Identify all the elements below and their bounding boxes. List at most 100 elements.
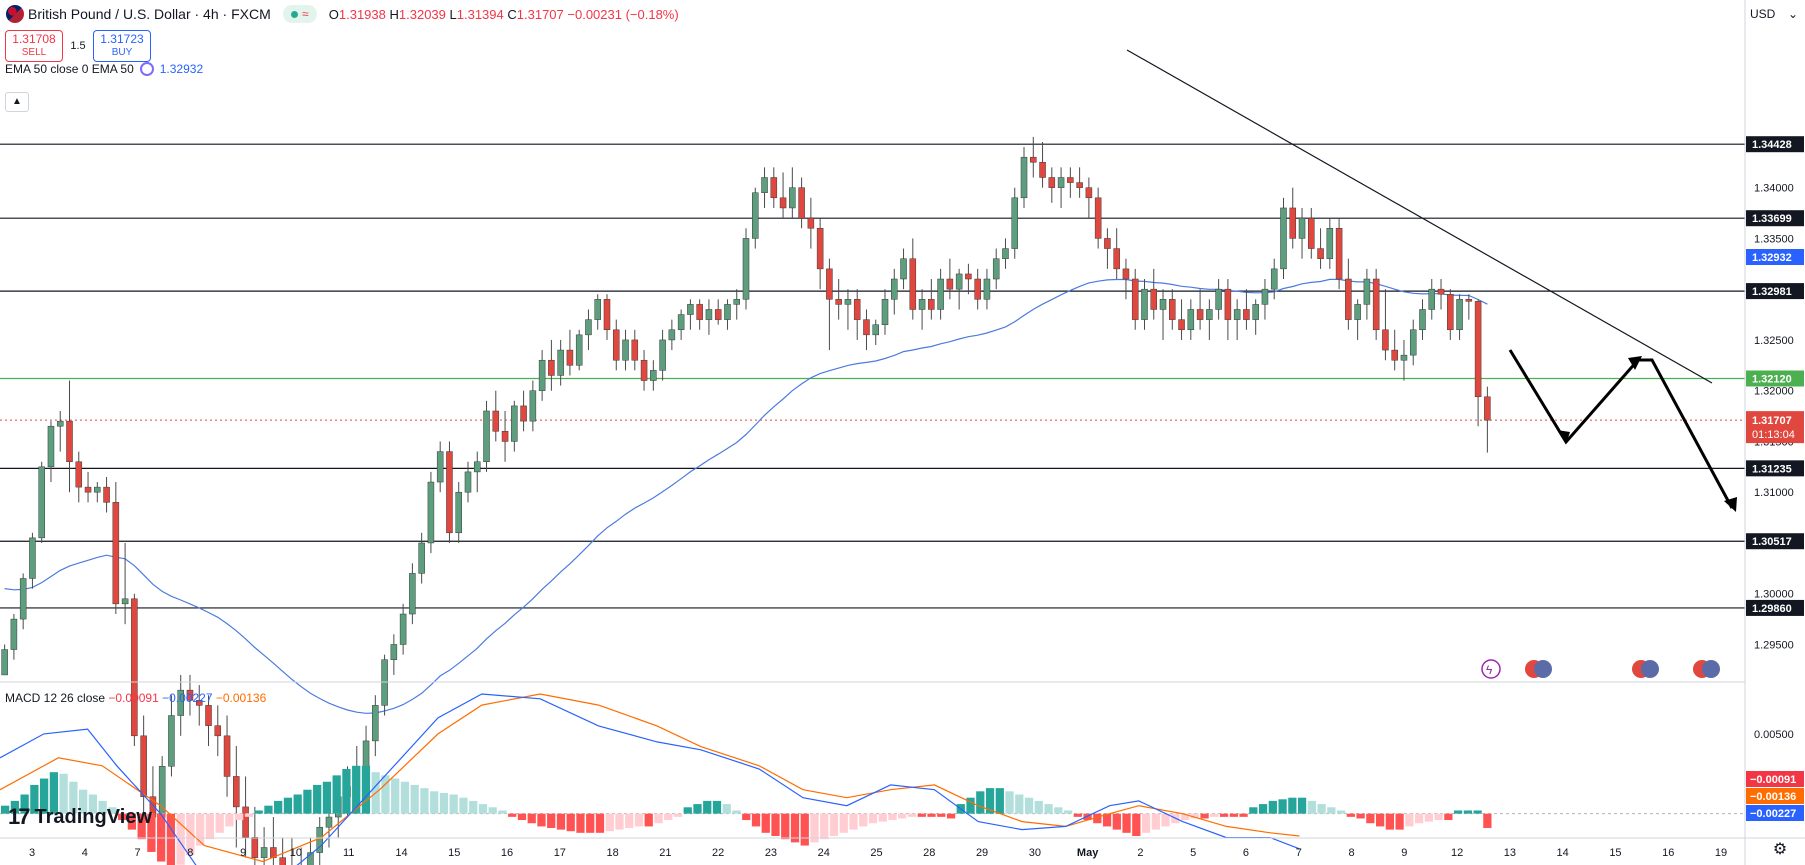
candle-body-136 <box>1261 288 1269 305</box>
candle-body-62 <box>575 334 583 366</box>
macd-hist-bar-89 <box>868 813 878 824</box>
macd-hist-bar-129 <box>1258 804 1268 814</box>
macd-hist-bar-21 <box>205 813 215 840</box>
macd-hist-bar-130 <box>1268 800 1277 814</box>
lightning-event-icon[interactable] <box>1481 659 1501 679</box>
macd-hist-bar-51 <box>498 810 507 814</box>
candle-body-5 <box>47 425 55 468</box>
macd-hist-bar-97 <box>946 813 956 819</box>
currency-selector[interactable]: USD ⌄ <box>1744 2 1802 26</box>
macd-hist-bar-35 <box>342 768 351 814</box>
symbol-title[interactable]: British Pound / U.S. Dollar · 4h · FXCM <box>28 6 271 22</box>
collapse-legend-button[interactable]: ▲ <box>5 92 29 112</box>
time-axis[interactable]: 3 4 7 8 9 10 11 14 15 16 17 18 21 22 23 24 25 28 29 30 May 2 5… <box>29 847 1727 859</box>
macd-hist-bar-8 <box>79 789 88 814</box>
ohlc-change: −0.00231 (−0.18%) <box>567 6 679 22</box>
price-tick-7: 1.29500 <box>1754 639 1794 651</box>
time-tick-12: 21 <box>659 847 671 859</box>
macd-hist-bar-88 <box>859 813 868 827</box>
time-tick-28: 13 <box>1504 847 1516 859</box>
buy-button[interactable]: 1.31723 BUY <box>93 30 151 62</box>
refresh-icon[interactable] <box>139 62 154 76</box>
time-tick-0: 3 <box>29 847 35 859</box>
macd-hist-bar-111 <box>1083 813 1092 821</box>
macd-legend[interactable]: MACD 12 26 close −0.00091 −0.00227 −0.00… <box>5 691 266 705</box>
candle-body-60 <box>557 349 564 376</box>
ema-legend-value: 1.32932 <box>159 62 204 76</box>
market-status-toggle[interactable]: ≈ <box>282 5 317 23</box>
candle-body-41 <box>381 659 388 706</box>
macd-hist-bar-144 <box>1405 813 1414 827</box>
macd-hist-bar-5 <box>49 772 59 814</box>
candle-body-10 <box>94 486 101 493</box>
spread-value: 1.5 <box>70 40 86 52</box>
macd-badge-label-2: −0.00227 <box>1750 808 1796 820</box>
macd-hist-bar-15 <box>147 813 156 852</box>
macd-hist-bar-57 <box>556 813 566 830</box>
macd-hist-bar-148 <box>1444 813 1453 821</box>
level-badge-1 <box>1746 210 1804 227</box>
macd-hist-bar-47 <box>459 797 468 814</box>
us-flag-event-icon[interactable] <box>1534 660 1552 678</box>
candle-body-137 <box>1270 268 1278 290</box>
macd-hist-bar-124 <box>1210 813 1219 817</box>
candle-body-59 <box>548 359 555 376</box>
candle-body-25 <box>233 776 240 808</box>
event-icons: ϟ <box>1481 659 1720 679</box>
macd-hist-bar-146 <box>1424 813 1433 822</box>
macd-hist-bar-110 <box>1073 813 1082 817</box>
macd-hist-bar-84 <box>820 813 829 840</box>
buy-price: 1.31723 <box>100 32 144 46</box>
macd-legend-signal: −0.00136 <box>215 691 267 705</box>
macd-hist-bar-66 <box>644 813 653 827</box>
candle-body-116 <box>1076 182 1083 188</box>
candle-body-57 <box>529 390 537 422</box>
macd-badge-1 <box>1746 788 1804 804</box>
settings-gear-icon[interactable]: ⚙ <box>1772 841 1788 858</box>
time-tick-4: 9 <box>240 847 246 859</box>
candle-body-119 <box>1104 238 1111 249</box>
candle-body-90 <box>835 299 842 305</box>
macd-hist-bar-90 <box>878 813 887 822</box>
descending-trendline[interactable] <box>1126 49 1713 384</box>
candle-body-35 <box>325 816 333 828</box>
ema-legend-label: EMA 50 close 0 EMA 50 <box>5 62 134 76</box>
candle-body-89 <box>826 268 833 300</box>
candle-body-112 <box>1039 162 1046 178</box>
tradingview-logo[interactable]: 17 TradingView <box>8 804 152 830</box>
macd-hist-bar-131 <box>1278 799 1287 814</box>
candle-body-85 <box>789 187 796 209</box>
us-flag-event-icon-2[interactable] <box>1641 660 1659 678</box>
candle-body-23 <box>214 725 222 737</box>
candle-body-50 <box>464 471 472 493</box>
macd-badge-2 <box>1746 805 1804 821</box>
market-open-dot-icon <box>290 10 298 18</box>
macd-hist-bar-1 <box>10 800 20 814</box>
candle-body-107 <box>992 258 1000 280</box>
candle-body-21 <box>195 700 203 706</box>
ema-legend[interactable]: EMA 50 close 0 EMA 50 1.32932 <box>5 62 203 76</box>
sell-button[interactable]: 1.31708 SELL <box>5 30 63 62</box>
macd-hist-bar-119 <box>1161 813 1170 827</box>
candle-body-127 <box>1178 319 1185 331</box>
macd-hist-bar-25 <box>244 813 254 817</box>
level-badge-3 <box>1746 370 1804 387</box>
candle-body-98 <box>909 258 917 310</box>
macd-hist-bar-61 <box>595 813 605 833</box>
macd-hist-bar-78 <box>761 813 770 833</box>
candle-body-108 <box>1002 248 1009 259</box>
macd-hist-bar-137 <box>1336 810 1346 814</box>
candle-body-47 <box>436 451 444 483</box>
macd-hist-bar-82 <box>800 813 809 846</box>
time-tick-15: 24 <box>818 847 830 859</box>
candle-body-54 <box>501 431 509 442</box>
level-badge-label-3: 1.32120 <box>1752 374 1792 386</box>
candle-body-86 <box>798 187 805 219</box>
trend-drawings <box>1126 49 1737 512</box>
macd-hist-bar-71 <box>693 804 702 814</box>
time-tick-31: 16 <box>1662 847 1674 859</box>
time-tick-10: 17 <box>554 847 566 859</box>
candle-body-146 <box>1354 304 1361 320</box>
us-flag-event-icon-3[interactable] <box>1702 660 1720 678</box>
